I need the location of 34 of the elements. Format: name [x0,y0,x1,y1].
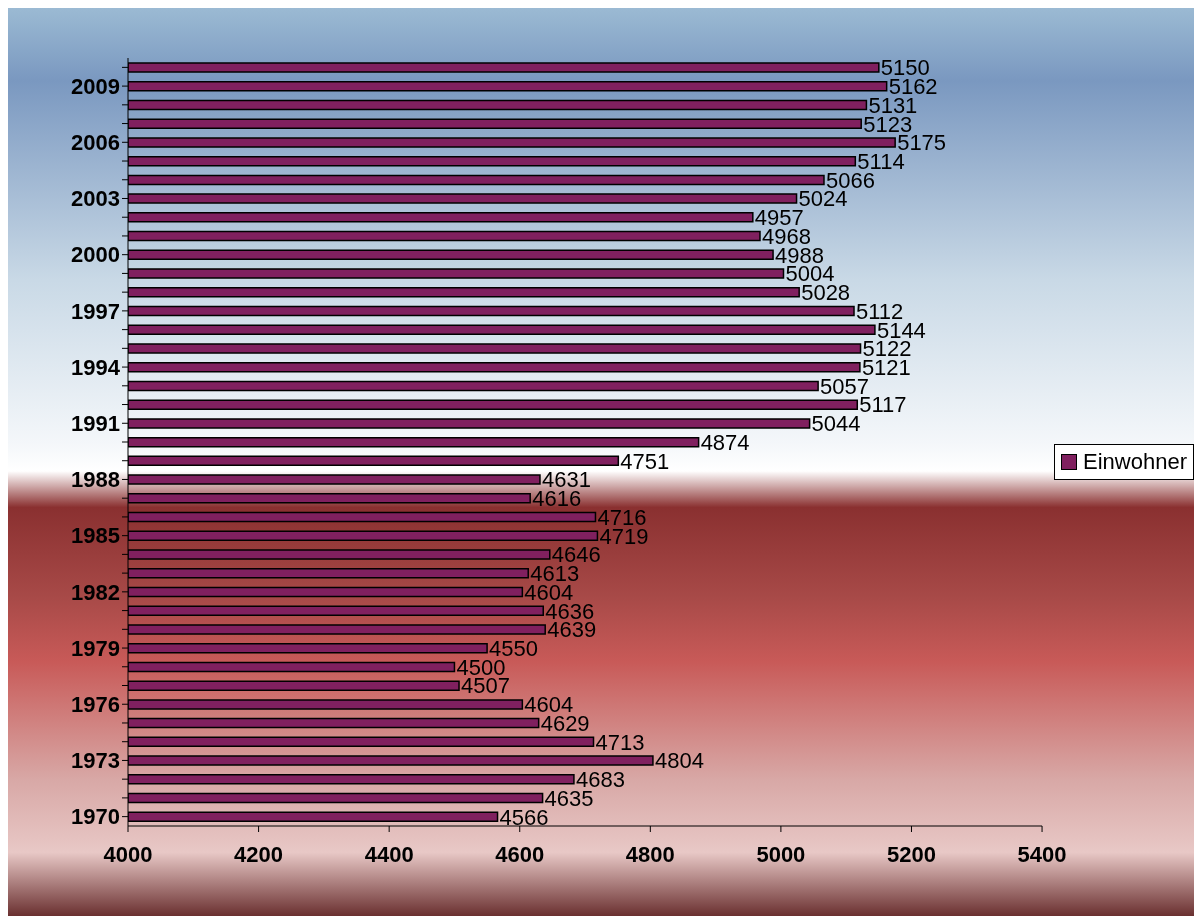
y-tick-label: 1973 [71,748,120,774]
data-label: 4716 [597,504,647,530]
data-label: 5112 [856,298,904,324]
data-label: 5044 [811,411,861,437]
data-label: 4874 [700,429,750,455]
x-tick-label: 4800 [625,841,675,867]
y-tick-label: 2006 [71,130,120,156]
y-tick-label: 2003 [71,186,120,212]
y-tick-label: 1982 [71,579,120,605]
y-tick-label: 1994 [71,354,121,380]
y-tick-label: 1979 [71,635,120,661]
data-label: 5028 [801,280,851,306]
x-tick-label: 5400 [1017,841,1067,867]
y-tick-label: 1997 [71,298,120,324]
data-label: 4751 [620,448,670,474]
y-tick-label: 1970 [71,804,120,830]
data-label: 4713 [595,729,645,755]
y-tick-label: 1985 [71,523,120,549]
x-tick-label: 4600 [495,841,545,867]
x-tick-label: 5200 [886,841,936,867]
y-tick-label: 2009 [71,73,120,99]
y-tick-label: 2000 [71,242,120,268]
y-tick-label: 1976 [71,692,120,718]
legend-label: Einwohner [1083,449,1187,475]
data-label: 4616 [532,486,582,512]
y-tick-label: 1991 [71,411,120,437]
y-tick-label: 1988 [71,467,120,493]
x-tick-label: 5000 [756,841,806,867]
x-tick-label: 4400 [364,841,414,867]
x-tick-label: 4000 [103,841,153,867]
data-label: 4550 [489,635,539,661]
data-label: 4804 [654,748,704,774]
data-label: 4566 [499,804,549,830]
x-tick-label: 4200 [234,841,284,867]
